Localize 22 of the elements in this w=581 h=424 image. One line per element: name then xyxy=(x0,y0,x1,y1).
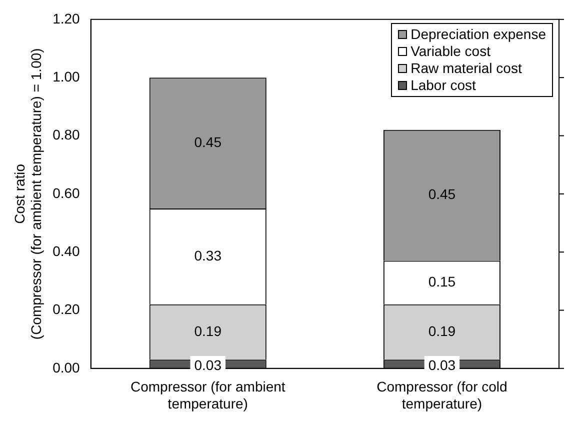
data-label: 0.45 xyxy=(194,134,222,150)
x-tick-label: Compressor (for cold temperature) xyxy=(376,378,508,412)
data-label: 0.03 xyxy=(194,356,222,373)
y-tick-label: 0.20 xyxy=(52,301,80,318)
data-label: 0.15 xyxy=(428,273,456,290)
y-tick-label: 0.60 xyxy=(52,184,80,201)
legend-label: Raw material cost xyxy=(410,60,522,78)
data-label: 0.45 xyxy=(428,186,456,202)
data-label: 0.33 xyxy=(194,247,222,264)
data-label: 0.19 xyxy=(428,322,456,339)
y-axis-title: Cost ratio (Compressor (for ambient temperature) = 1.00) xyxy=(11,48,44,340)
data-label: 0.03 xyxy=(428,356,456,373)
y-tick-label: 0.80 xyxy=(52,126,80,143)
x-tick-label: Compressor (for ambient temperature) xyxy=(130,378,286,412)
y-tick-label: 1.00 xyxy=(52,68,80,84)
y-tick-label: 0.40 xyxy=(52,242,80,259)
y-tick-label: 0.00 xyxy=(52,359,80,376)
y-tick-label: 1.20 xyxy=(52,10,80,26)
legend-label: Labor cost xyxy=(410,77,476,94)
legend-label: Variable cost xyxy=(410,43,490,60)
data-label: 0.19 xyxy=(194,322,222,339)
legend-label: Depreciation expense xyxy=(410,26,546,44)
